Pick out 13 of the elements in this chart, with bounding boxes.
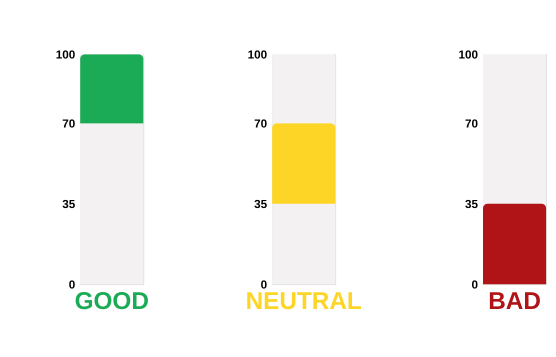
x-tick-label: GOOD (74, 288, 149, 315)
y-tick-label: 70 (62, 117, 76, 130)
y-tick-label: 70 (465, 117, 479, 130)
y-tick-label: 70 (254, 117, 268, 130)
y-tick-label: 100 (458, 48, 479, 62)
y-tick-label: 35 (254, 198, 268, 211)
x-tick-label: BAD (488, 288, 541, 315)
y-tick-label: 100 (248, 48, 268, 62)
y-tick-label: 100 (56, 48, 76, 62)
y-tick-label: 0 (472, 278, 479, 292)
y-tick-label: 35 (465, 198, 479, 211)
y-tick-label: 35 (62, 198, 76, 211)
y-tick-label: 0 (68, 278, 76, 292)
